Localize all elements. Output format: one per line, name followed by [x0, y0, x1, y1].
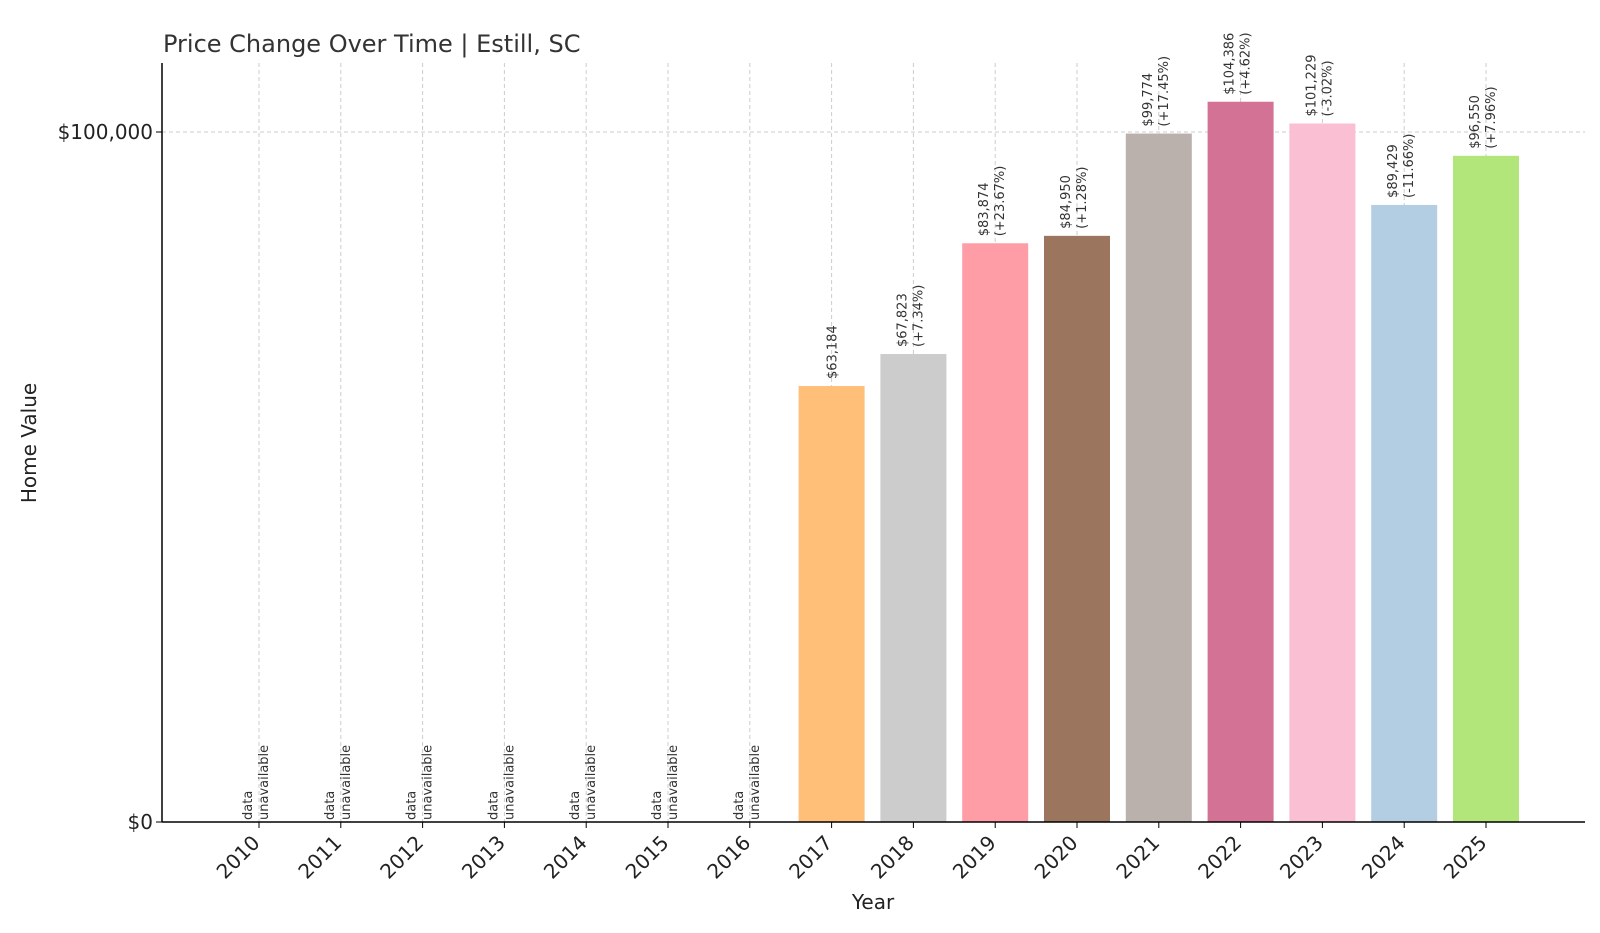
label-layer: dataunavailable dataunavailable dataunavai…	[241, 32, 1499, 820]
bar-2018	[880, 354, 947, 822]
bar-value-label: $96,550(+7.96%)	[1468, 86, 1499, 148]
x-tick-label: 2018	[866, 831, 919, 884]
x-tick-label: 2012	[375, 831, 428, 884]
x-tick-label: 2022	[1193, 831, 1246, 884]
unavailable-line-1: data	[732, 791, 747, 820]
bar-2019	[962, 243, 1029, 822]
bar-2023	[1289, 123, 1356, 822]
value-text: $63,184	[826, 325, 841, 379]
data-unavailable-label: dataunavailable	[241, 745, 272, 820]
y-axis-label: Home Value	[17, 383, 41, 503]
x-tick-label: 2024	[1357, 831, 1410, 884]
bar-2021	[1125, 133, 1192, 823]
unavailable-line-1: data	[405, 791, 420, 820]
unavailable-line-1: data	[323, 791, 338, 820]
value-text: $83,874	[977, 183, 992, 237]
x-tick-label: 2023	[1275, 831, 1328, 884]
x-tick-label: 2020	[1030, 831, 1083, 884]
unavailable-line-2: unavailable	[339, 745, 354, 820]
value-text: $67,823	[895, 293, 910, 347]
x-tick-label: 2011	[293, 831, 346, 884]
bar-value-label: $63,184	[826, 325, 841, 379]
x-tick-label: 2015	[621, 831, 674, 884]
bar-value-label: $89,429(-11.66%)	[1386, 134, 1417, 198]
data-unavailable-label: dataunavailable	[486, 745, 517, 820]
value-text: $104,386	[1223, 33, 1238, 95]
unavailable-line-1: data	[568, 791, 583, 820]
x-tick-label: 2017	[784, 831, 837, 884]
unavailable-line-1: data	[241, 791, 256, 820]
change-text: (-3.02%)	[1320, 60, 1335, 116]
x-tick-label: 2019	[948, 831, 1001, 884]
bar-2022	[1207, 101, 1274, 823]
y-tick-label: $0	[128, 810, 153, 834]
data-unavailable-label: dataunavailable	[323, 745, 354, 820]
bar-layer	[798, 101, 1519, 823]
value-text: $84,950	[1059, 175, 1074, 229]
chart-title: Price Change Over Time | Estill, SC	[163, 30, 580, 58]
value-text: $89,429	[1386, 144, 1401, 198]
unavailable-line-1: data	[486, 791, 501, 820]
unavailable-line-2: unavailable	[421, 745, 436, 820]
change-text: (+23.67%)	[993, 166, 1008, 237]
unavailable-line-2: unavailable	[748, 745, 763, 820]
x-axis-label: Year	[851, 890, 895, 914]
data-unavailable-label: dataunavailable	[568, 745, 599, 820]
unavailable-line-2: unavailable	[666, 745, 681, 820]
bar-2025	[1453, 155, 1519, 822]
unavailable-line-2: unavailable	[502, 745, 517, 820]
value-text: $101,229	[1304, 54, 1319, 116]
change-text: (+7.96%)	[1484, 86, 1499, 148]
bar-2020	[1044, 235, 1110, 823]
x-tick-label: 2014	[539, 831, 592, 884]
change-text: (+7.34%)	[911, 285, 926, 347]
value-text: $96,550	[1468, 95, 1483, 149]
bar-2024	[1371, 204, 1438, 823]
bar-value-label: $84,950(+1.28%)	[1059, 167, 1090, 229]
bar-value-label: $101,229(-3.02%)	[1304, 54, 1335, 116]
bar-value-label: $104,386(+4.62%)	[1223, 32, 1254, 94]
x-tick-label: 2010	[212, 831, 265, 884]
x-tick-label: 2025	[1439, 831, 1492, 884]
data-unavailable-label: dataunavailable	[650, 745, 681, 820]
change-text: (-11.66%)	[1402, 134, 1417, 198]
x-tick-label: 2013	[457, 831, 510, 884]
value-text: $99,774	[1141, 73, 1156, 127]
change-text: (+17.45%)	[1157, 56, 1172, 127]
change-text: (+1.28%)	[1075, 167, 1090, 229]
x-tick-label: 2021	[1111, 831, 1164, 884]
unavailable-line-2: unavailable	[584, 745, 599, 820]
data-unavailable-label: dataunavailable	[405, 745, 436, 820]
data-unavailable-label: dataunavailable	[732, 745, 763, 820]
bar-value-label: $67,823(+7.34%)	[895, 285, 926, 347]
unavailable-line-2: unavailable	[257, 745, 272, 820]
y-tick-label: $100,000	[58, 120, 153, 144]
unavailable-line-1: data	[650, 791, 665, 820]
bar-value-label: $83,874(+23.67%)	[977, 166, 1008, 237]
bar-2017	[798, 386, 865, 822]
bar-value-label: $99,774(+17.45%)	[1141, 56, 1172, 127]
change-text: (+4.62%)	[1239, 32, 1254, 94]
x-tick-label: 2016	[702, 831, 755, 884]
